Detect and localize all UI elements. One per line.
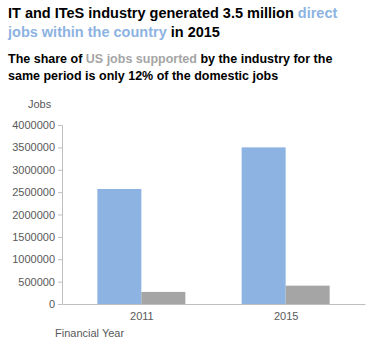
y-tick-mark xyxy=(58,192,62,193)
y-tick-label: 500000 xyxy=(18,276,55,288)
y-tick-label: 3500000 xyxy=(12,141,55,153)
y-tick-mark xyxy=(58,170,62,171)
y-tick: 1500000 xyxy=(12,231,62,243)
y-tick-mark xyxy=(58,147,62,148)
y-tick-mark xyxy=(58,237,62,238)
y-tick-mark xyxy=(58,304,62,305)
y-tick: 1000000 xyxy=(12,253,62,265)
text-run: in 2015 xyxy=(171,24,220,40)
x-tick: 2015 xyxy=(274,310,298,322)
bar xyxy=(242,147,286,304)
y-tick: 3000000 xyxy=(12,164,62,176)
title: IT and ITeS industry generated 3.5 milli… xyxy=(7,5,337,40)
x-tick-label: 2015 xyxy=(274,310,298,322)
bar xyxy=(286,286,330,304)
y-tick-label: 0 xyxy=(49,298,55,310)
y-tick: 2000000 xyxy=(12,209,62,221)
x-axis-line xyxy=(63,304,366,305)
y-tick-label: 1500000 xyxy=(12,231,55,243)
y-tick: 0 xyxy=(49,298,62,310)
y-tick-mark xyxy=(58,282,62,283)
bar xyxy=(141,292,185,304)
y-tick: 2500000 xyxy=(12,186,62,198)
bar xyxy=(97,189,141,304)
y-tick-label: 4000000 xyxy=(12,119,55,131)
y-tick-mark xyxy=(58,125,62,126)
y-tick-label: 1000000 xyxy=(12,253,55,265)
y-tick-mark xyxy=(58,215,62,216)
subtitle: The share of US jobs supported by the in… xyxy=(8,52,332,83)
text-run: IT and ITeS industry generated 3.5 milli… xyxy=(8,5,298,21)
x-axis: 2011 2015 xyxy=(63,305,366,322)
text-run: by the industry for the xyxy=(200,52,332,66)
y-tick-label: 2500000 xyxy=(12,186,55,198)
text-run: same period is only 12% of the domestic … xyxy=(8,69,278,83)
y-tick: 500000 xyxy=(18,276,62,288)
x-tick-label: 2011 xyxy=(130,310,154,322)
highlight: direct xyxy=(298,5,338,21)
y-axis-line xyxy=(58,126,63,305)
x-tick: 2011 xyxy=(130,310,154,322)
text-run: The share of xyxy=(8,52,86,66)
y-axis: 0 500000 1000000 1500000 2000000 2500000 30000… xyxy=(12,119,62,310)
y-tick-mark xyxy=(58,259,62,260)
bars xyxy=(97,147,329,304)
y-axis-title: Jobs xyxy=(28,98,52,110)
chart: IT and ITeS industry generated 3.5 milli… xyxy=(0,0,371,348)
y-tick: 3500000 xyxy=(12,141,62,153)
y-tick-label: 3000000 xyxy=(12,164,55,176)
highlight: jobs within the country xyxy=(7,24,171,40)
y-tick: 4000000 xyxy=(12,119,62,131)
y-tick-label: 2000000 xyxy=(12,209,55,221)
x-axis-title: Financial Year xyxy=(55,327,124,339)
highlight: US jobs supported xyxy=(86,52,201,66)
